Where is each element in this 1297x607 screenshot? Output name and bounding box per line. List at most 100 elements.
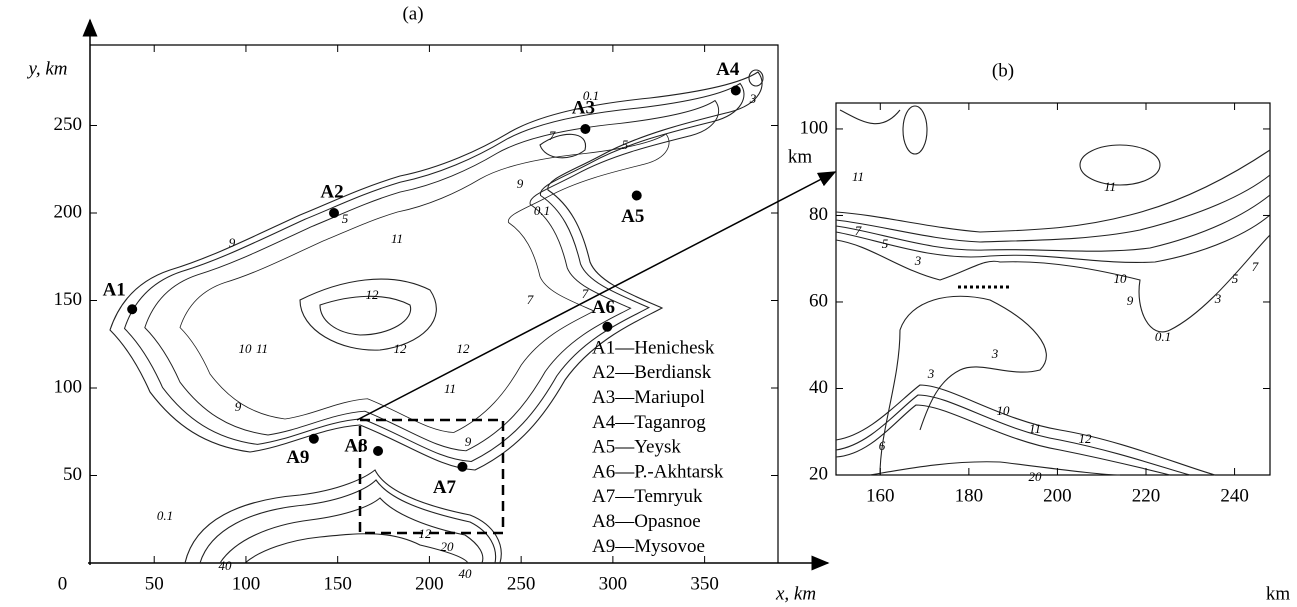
station [329, 208, 339, 218]
contour-label: 20 [441, 539, 455, 554]
x-tick-label: 220 [1132, 485, 1161, 506]
contour-label: 11 [391, 231, 403, 246]
contour-label: 3 [914, 253, 922, 268]
legend-entry: A8—Opasnoe [592, 511, 701, 532]
contour-label: 11 [1104, 179, 1116, 194]
y-label-b: km [788, 146, 813, 167]
contour-label: 6 [879, 438, 886, 453]
contour-label: 40 [219, 558, 233, 573]
x-tick-label: 100 [232, 573, 261, 594]
x-tick-label: 200 [415, 573, 444, 594]
station-label: A5 [621, 206, 644, 227]
frame-b [836, 103, 1270, 475]
figure: (a) y, km x, km (b) km km 0 50 100 150 200 25… [0, 0, 1297, 607]
x-label-b: km [1266, 583, 1291, 604]
contour-label: 11 [852, 169, 864, 184]
contour-label: 5 [1232, 271, 1239, 286]
station-label: A2 [320, 181, 343, 202]
legend-entry: A3—Mariupol [592, 387, 705, 408]
contour-label: 12 [366, 287, 380, 302]
legend-entry: A7—Temryuk [592, 486, 703, 507]
contour-label: 9 [1127, 293, 1134, 308]
title-b: (b) [992, 60, 1014, 81]
contour-label: 7 [855, 223, 862, 238]
y-tick-label: 50 [63, 464, 82, 485]
contour-label: 7 [1252, 259, 1259, 274]
station-label: A4 [716, 59, 740, 80]
legend-entry: A2—Berdiansk [592, 362, 712, 383]
station [731, 86, 741, 96]
station-label: A7 [433, 477, 457, 498]
contour-label: 20 [1029, 469, 1043, 484]
y-tick-label: 20 [809, 463, 828, 484]
y-tick-label: 100 [800, 117, 829, 138]
station [632, 191, 642, 201]
station-label: A1 [103, 280, 126, 301]
y-label-a: y, km [26, 58, 67, 79]
y-tick-label: 100 [54, 376, 83, 397]
x-tick-label: 250 [507, 573, 536, 594]
contour-label: 3 [1214, 291, 1222, 306]
contour-label: 9 [517, 176, 524, 191]
contour-label: 9 [465, 434, 472, 449]
contours-b [836, 106, 1270, 475]
station [602, 322, 612, 332]
contour-label: 12 [457, 341, 471, 356]
contour-label: 9 [235, 399, 242, 414]
station-label: A9 [286, 447, 309, 468]
x-tick-label: 150 [323, 573, 352, 594]
station-label: A3 [572, 97, 595, 118]
legend-entry: A6—P.-Akhtarsk [592, 461, 724, 482]
y-tick-label: 250 [54, 114, 83, 135]
x-tick-label: 0 [58, 573, 68, 594]
x-tick-label: 160 [866, 485, 895, 506]
y-tick-label: 150 [54, 289, 83, 310]
contour-label: 12 [1079, 431, 1093, 446]
y-tick-label: 80 [809, 204, 828, 225]
contour-label: 3 [991, 346, 999, 361]
contour-label: 12 [419, 526, 433, 541]
station [127, 304, 137, 314]
x-label-a: x, km [775, 583, 816, 604]
y-tick-label: 200 [54, 201, 83, 222]
contour-label: 0.1 [534, 203, 550, 218]
x-tick-label: 180 [955, 485, 984, 506]
y-tick-label: 40 [809, 377, 828, 398]
contour-label: 10 [1114, 271, 1128, 286]
x-tick-label: 240 [1220, 485, 1249, 506]
contour-label: 3 [927, 366, 935, 381]
contour-label: 5 [622, 137, 629, 152]
x-tick-label: 300 [599, 573, 628, 594]
station [373, 446, 383, 456]
contour-label: 11 [256, 341, 268, 356]
contour-label: 12 [394, 341, 408, 356]
contour-label: 7 [527, 292, 534, 307]
contour-label: 5 [882, 236, 889, 251]
x-tick-label: 200 [1043, 485, 1072, 506]
contour-label: 40 [459, 566, 473, 581]
legend-entry: A9—Mysovoe [592, 536, 705, 557]
contour-label: 10 [997, 403, 1011, 418]
station-label: A6 [592, 297, 615, 318]
title-a: (a) [402, 3, 423, 24]
y-tick-label: 60 [809, 290, 828, 311]
contour-label: 11 [444, 381, 456, 396]
station [309, 434, 319, 444]
contour-label: 7 [549, 128, 556, 143]
station [580, 124, 590, 134]
legend-entry: A4—Taganrog [592, 412, 706, 433]
contour-label: 3 [749, 91, 757, 106]
contour-label: 0.1 [157, 508, 173, 523]
zoom-box [360, 420, 503, 533]
contour-label: 0.1 [1155, 329, 1171, 344]
legend-entry: A1—Henichesk [592, 337, 715, 358]
contour-label: 10 [239, 341, 253, 356]
contour-label: 11 [1029, 421, 1041, 436]
contour-label: 7 [582, 286, 589, 301]
contour-label: 9 [229, 235, 236, 250]
legend-entry: A5—Yeysk [592, 437, 681, 458]
contour-label: 5 [342, 211, 349, 226]
station [457, 462, 467, 472]
station-label: A8 [344, 435, 367, 456]
x-tick-label: 350 [690, 573, 719, 594]
